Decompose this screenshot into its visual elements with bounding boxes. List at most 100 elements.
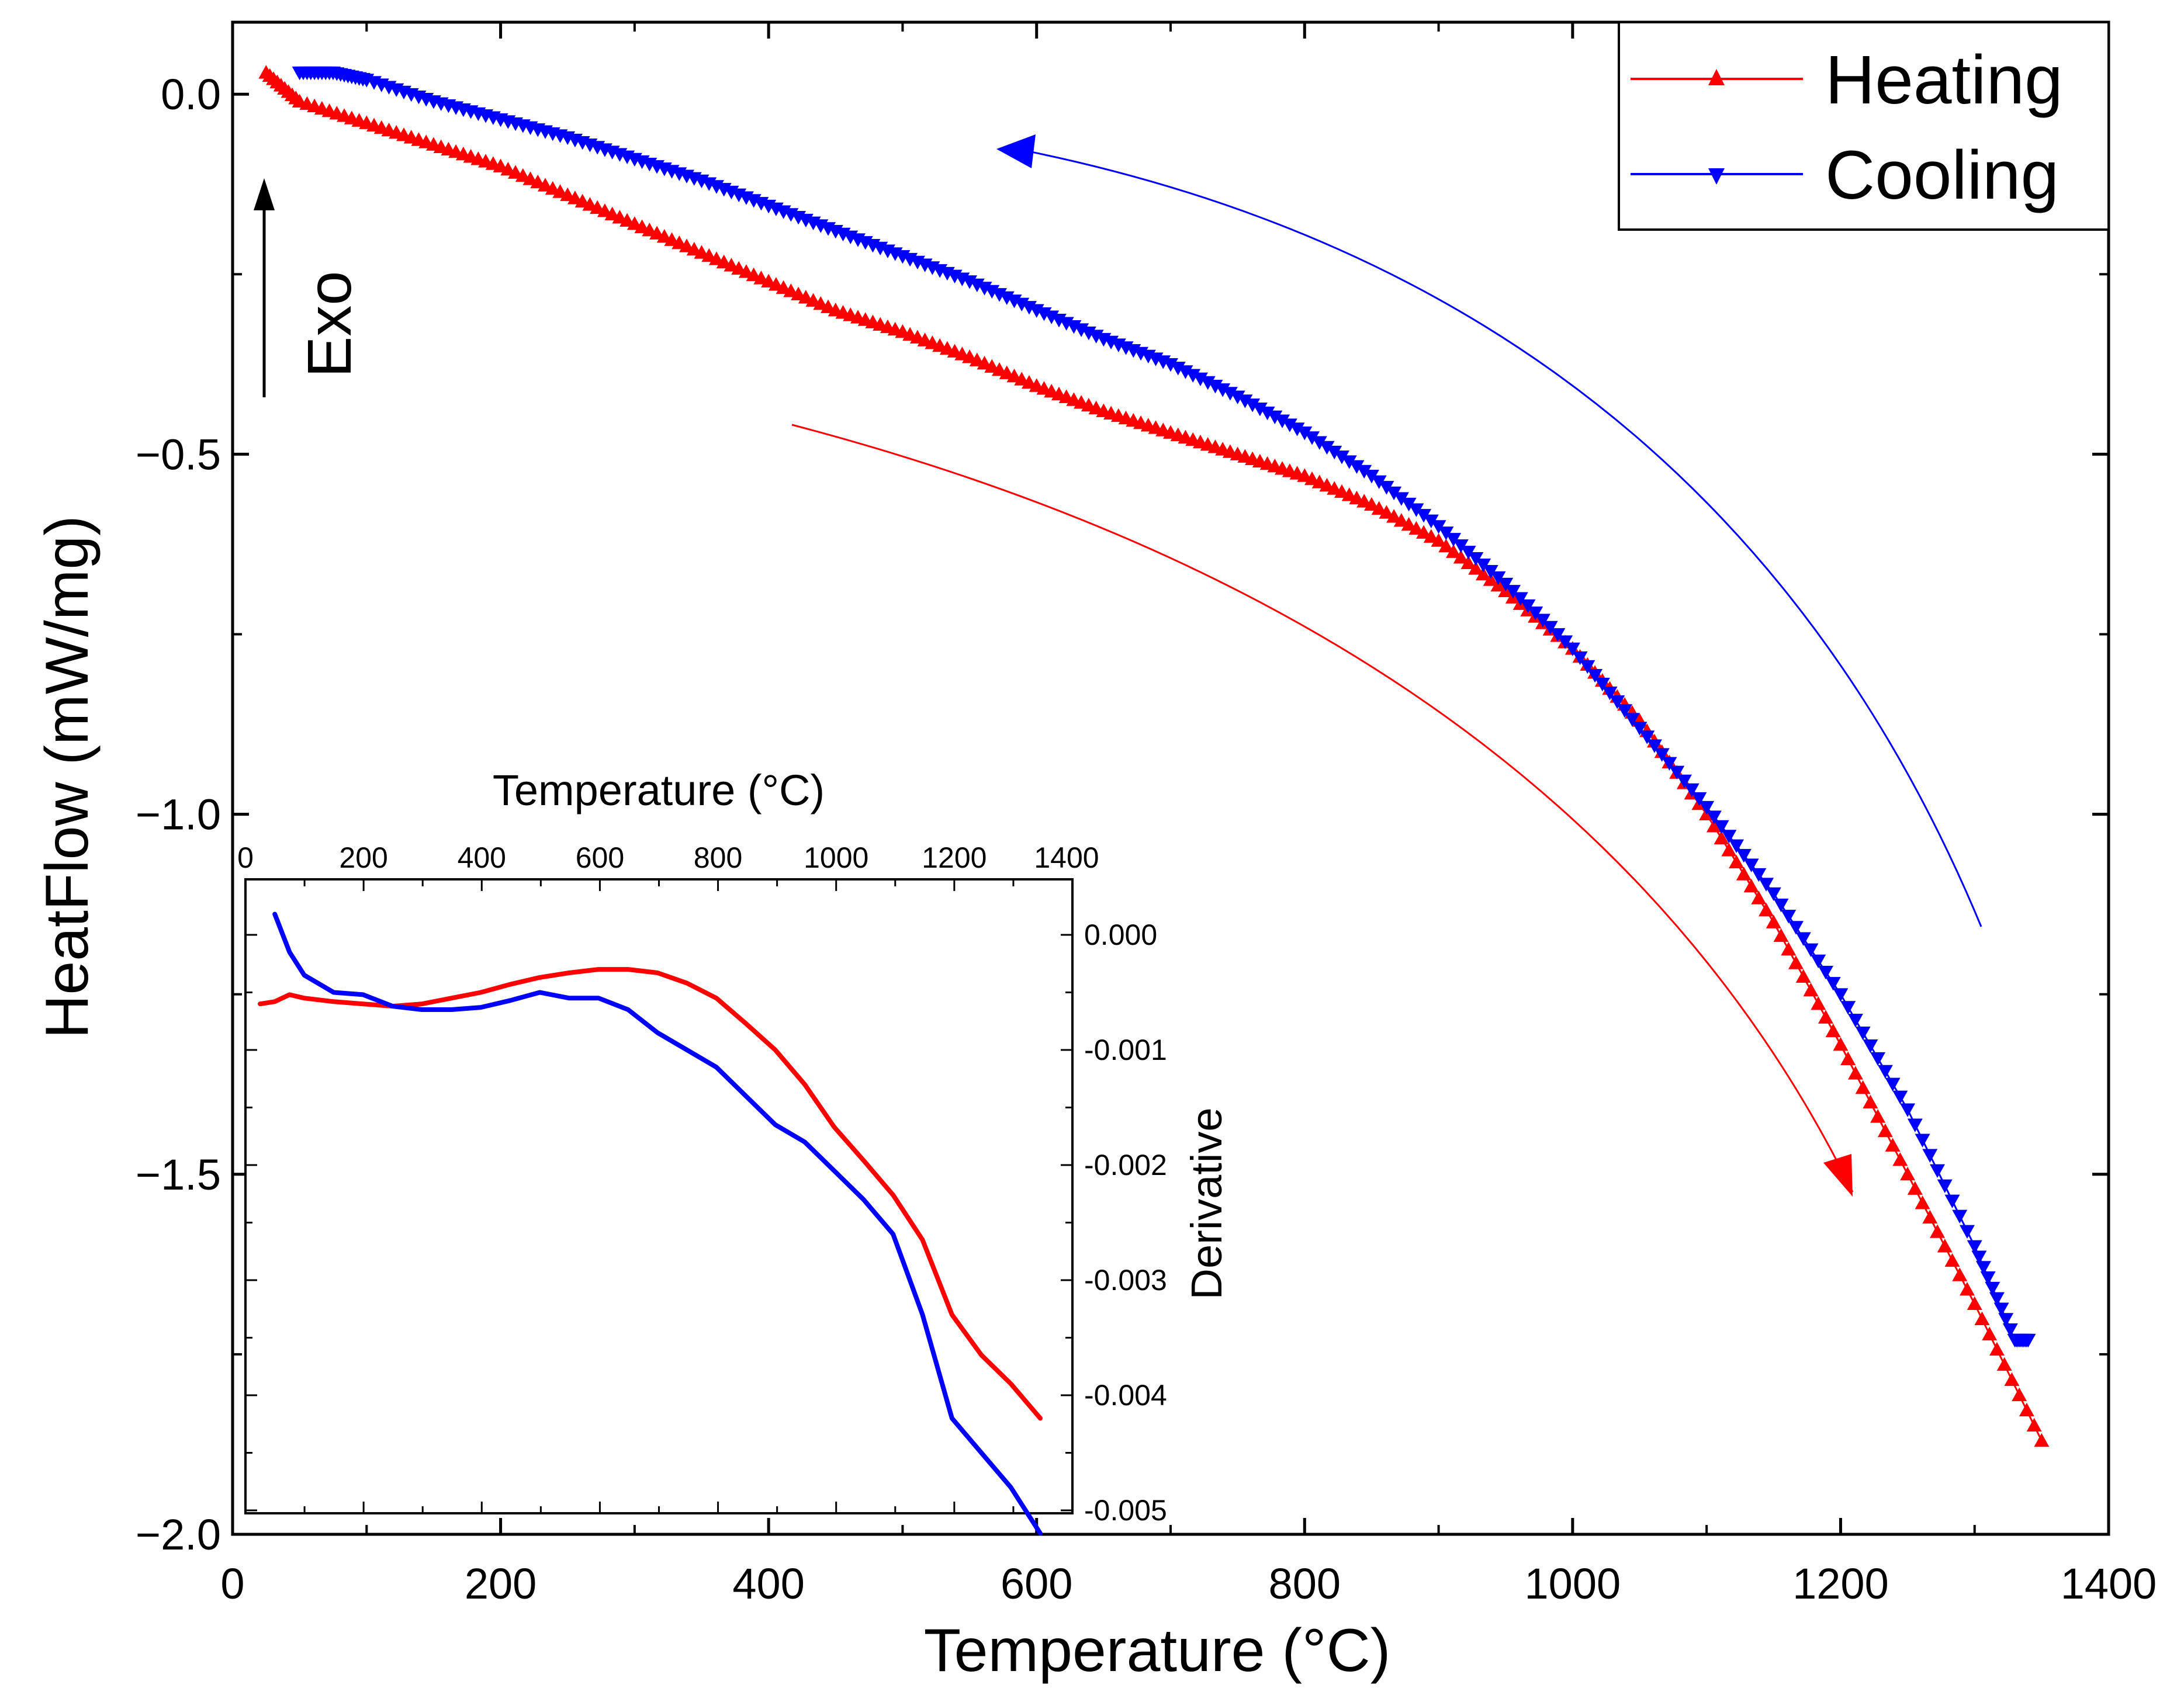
heating-data-point [1468,561,1484,575]
main-x-tick-label: 800 [1269,1559,1341,1608]
cooling-data-point [1423,514,1439,529]
cooling-data-point [1356,465,1372,479]
heating-data-point [1959,1281,1975,1296]
inset-x-tick-label: 400 [458,841,506,874]
cooling-data-point [1416,509,1432,523]
cooling-data-point [1535,613,1550,628]
cooling-data-point [1892,1090,1908,1104]
inset-x-axis-title: Temperature (°C) [493,766,825,814]
cooling-data-point [1989,1292,2005,1306]
cooling-data-point [1729,839,1745,854]
heating-data-point [1460,555,1476,570]
heating-data-point [1974,1311,1990,1326]
heating-data-point [1840,1051,1856,1066]
inset-heating-series-line [258,967,1043,1421]
heating-data-point [1937,1239,1953,1253]
heating-data-point [1416,525,1432,539]
cooling-data-point [1408,503,1424,517]
legend-heating-label: Heating [1825,41,2063,119]
cooling-data-point [1520,599,1536,613]
inset-x-tick-label: 1200 [922,841,987,874]
cooling-data-point [1639,730,1655,744]
inset-y-tick-label: -0.004 [1084,1379,1167,1412]
inset-chart: 0 200 400 600 800 1000 1200 1400 0.000 -0.001 -0.0… [237,766,1231,1536]
cooling-data-point [1505,585,1521,599]
cooling-data-point [1468,552,1484,566]
heating-data-point [1967,1296,1982,1311]
heating-data-point [1736,866,1752,881]
cooling-data-point [1632,722,1647,736]
main-x-tick-label: 600 [1001,1559,1072,1608]
cooling-data-point [1781,910,1797,924]
heating-data-point [1847,1066,1863,1080]
cooling-data-point [1624,713,1640,727]
inset-x-tick-label: 800 [694,841,742,874]
heating-data-point [1915,1195,1930,1209]
heating-data-point [1781,942,1797,956]
cooling-data-point [1349,460,1365,474]
cooling-data-point [1646,739,1662,753]
main-x-tick-label: 1200 [1792,1559,1889,1608]
cooling-data-point [1870,1052,1886,1066]
cooling-data-point [1319,441,1335,455]
cooling-data-point [1803,943,1819,958]
heating-data-point [1393,513,1409,527]
heating-data-point [2004,1372,2020,1386]
heating-data-point [1371,501,1387,515]
inset-y-tick-label: -0.002 [1084,1149,1167,1181]
cooling-data-point [1751,868,1767,882]
cooling-data-point [1371,475,1387,489]
heating-data-point [1870,1109,1886,1123]
cooling-data-point [1684,783,1700,798]
heating-data-point [1363,497,1379,511]
heating-direction-arrow [791,424,1854,1193]
main-x-tick-label: 400 [732,1559,804,1608]
heating-data-point [1803,982,1819,997]
cooling-data-point [1662,757,1677,771]
heating-data-point [1863,1094,1878,1108]
cooling-data-point [1617,704,1633,718]
main-x-tick-label: 1400 [2061,1559,2157,1608]
main-y-tick-label: −0.5 [136,430,221,479]
heating-data-point [1930,1224,1946,1238]
heating-data-point [1892,1152,1908,1166]
main-y-tick-label: −1.0 [136,791,221,839]
heating-direction-arrowhead-icon [1823,1154,1853,1197]
heating-data-point [2034,1433,2050,1447]
cooling-data-point [1855,1027,1871,1041]
cooling-data-point [1379,481,1394,495]
cooling-data-point [1985,1281,2000,1296]
cooling-data-point [1980,1271,1996,1285]
heating-data-point [1900,1166,1916,1181]
heating-data-point [1386,509,1402,523]
main-y-tick-label: 0.0 [161,70,221,119]
heating-data-point [1877,1123,1893,1138]
cooling-data-point [1915,1133,1930,1148]
main-x-axis-title: Temperature (°C) [924,1617,1391,1684]
heating-data-point [1788,955,1804,969]
cooling-data-point [1847,1014,1863,1028]
cooling-data-point [1528,606,1543,621]
cooling-data-point [1788,921,1804,935]
cooling-data-point [1587,668,1603,683]
heating-data-point [1922,1209,1938,1224]
legend: Heating Cooling [1618,21,2110,231]
cooling-data-point [1766,887,1781,902]
cooling-data-point [1937,1179,1953,1193]
heating-data-point [1446,544,1462,558]
inset-x-tick-label: 1400 [1034,841,1099,874]
cooling-data-point [1967,1240,1982,1254]
cooling-data-point [292,66,307,81]
cooling-data-point [1275,414,1290,428]
cooling-data-point [1610,695,1625,709]
inset-y-tick-label: -0.001 [1084,1034,1167,1066]
main-y-tick-label: −1.5 [136,1150,221,1199]
heating-data-point [1431,533,1446,547]
heating-data-point [1885,1138,1901,1152]
cooling-data-point [1721,830,1737,844]
heating-data-point [1944,1253,1960,1267]
cooling-direction-arrowhead-icon [996,134,1036,168]
cooling-data-point [1289,422,1305,436]
cooling-data-point [1743,858,1759,872]
